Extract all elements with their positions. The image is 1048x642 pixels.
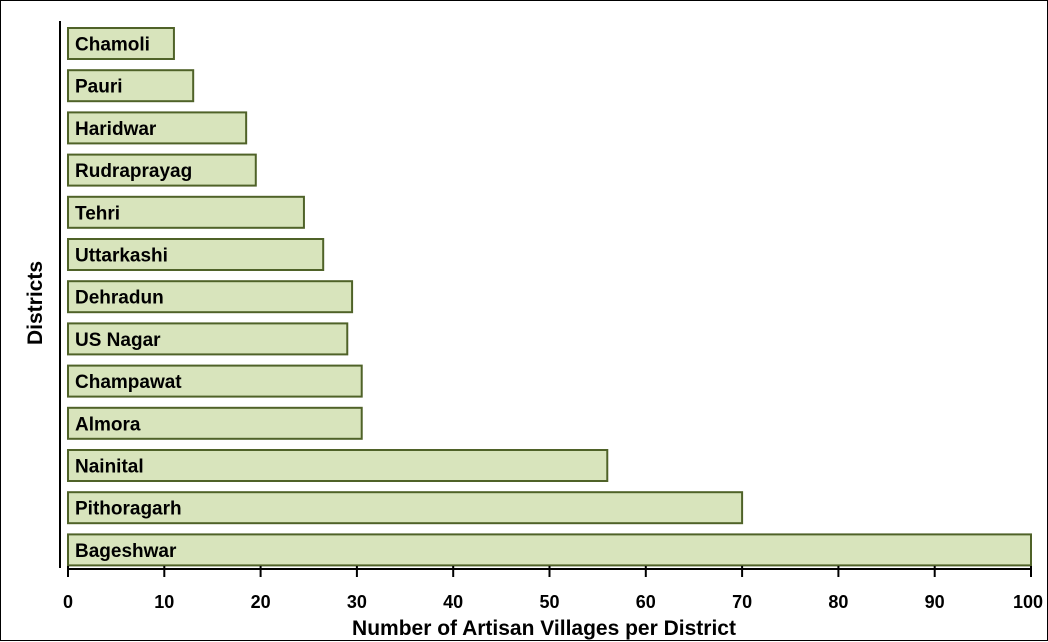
bar-pauri [67, 69, 195, 103]
x-tick-label: 90 [925, 592, 945, 612]
x-tick-label: 30 [347, 592, 367, 612]
x-tick-label: 60 [636, 592, 656, 612]
x-tick-label: 70 [732, 592, 752, 612]
bar-label: Dehradun [75, 288, 164, 309]
bar-label: Champawat [75, 372, 182, 393]
bar-label: Nainital [75, 457, 144, 478]
bar-label: Bageshwar [75, 541, 177, 562]
x-tick-label: 10 [154, 592, 174, 612]
bar-chamoli [67, 27, 175, 60]
bar-dehradun [67, 280, 354, 314]
bar-label: Uttarkashi [75, 246, 168, 267]
x-tick-label: 0 [63, 592, 73, 612]
bar-nainital [67, 449, 609, 482]
bar-label: Pauri [75, 77, 123, 98]
bar-haridwar [67, 111, 248, 145]
bar-label: Haridwar [75, 119, 157, 140]
bar-label: Rudraprayag [75, 161, 192, 182]
y-axis-title: Districts [24, 261, 47, 345]
bar-us-nagar [67, 322, 349, 356]
bar-uttarkashi [67, 238, 325, 271]
x-axis-title: Number of Artisan Villages per District [352, 617, 736, 640]
bar-rudraprayag [67, 153, 257, 187]
bar-bageshwar [67, 533, 1032, 567]
bar-tehri [67, 195, 305, 229]
bar-label: Tehri [75, 203, 120, 224]
x-tick-label: 40 [443, 592, 463, 612]
bar-label: Almora [75, 414, 141, 435]
x-tick-label: 80 [828, 592, 848, 612]
x-ticks-group: 0 10 20 30 40 50 60 70 80 90 100 [63, 566, 1043, 612]
x-tick-label: 100 [1013, 592, 1043, 612]
bar-label: US Nagar [75, 330, 161, 351]
x-tick-label: 20 [251, 592, 271, 612]
bars-group: Chamoli Pauri Haridwar Rudraprayag Tehri Utta… [67, 27, 1032, 567]
bar-champawat [67, 364, 363, 398]
bar-label: Pithoragarh [75, 499, 182, 520]
x-tick-label: 50 [539, 592, 559, 612]
bar-pithoragarh [67, 491, 744, 525]
bar-almora [67, 406, 363, 440]
bar-label: Chamoli [75, 35, 150, 56]
